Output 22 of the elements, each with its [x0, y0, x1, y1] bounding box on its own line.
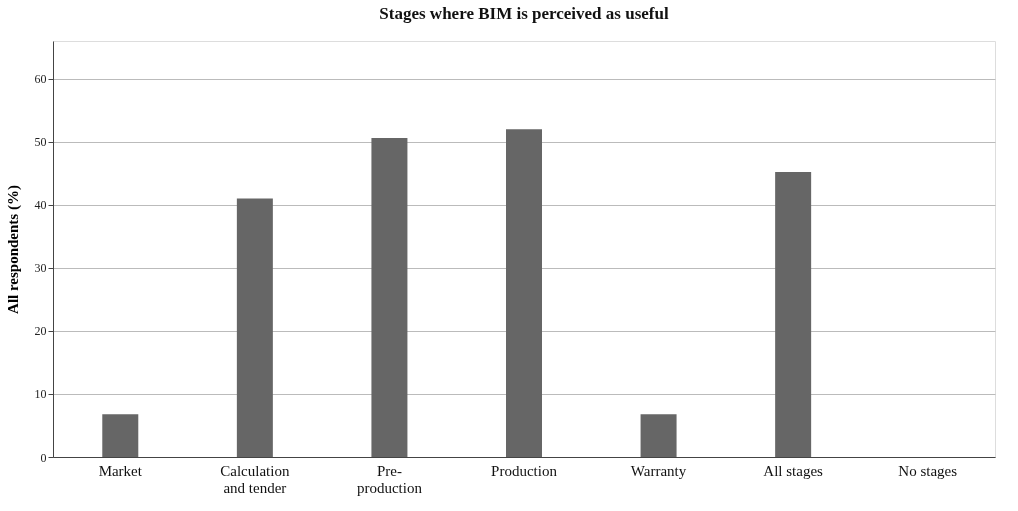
y-tick-label: 0	[40, 450, 47, 465]
chart-title: Stages where BIM is perceived as useful	[379, 4, 669, 23]
bar	[102, 414, 139, 457]
x-tick-label: Calculation and tender	[220, 462, 290, 496]
y-tick-label: 40	[34, 198, 47, 213]
x-tick-label: Production	[491, 462, 558, 479]
x-tick-label: No stages	[898, 462, 958, 479]
x-tick-label: Warranty	[630, 462, 687, 479]
y-tick-label: 10	[34, 387, 47, 402]
bar	[371, 138, 408, 457]
y-tick-label: 30	[34, 261, 47, 276]
y-tick-label: 50	[34, 135, 47, 150]
bar	[775, 172, 812, 457]
x-tick-label: All stages	[763, 462, 824, 479]
bar	[506, 129, 542, 457]
bar	[640, 414, 677, 457]
bar	[236, 198, 273, 457]
y-tick-label: 60	[34, 72, 47, 87]
x-tick-label: Market	[98, 462, 143, 479]
x-tick-label: Pre-production	[356, 462, 423, 496]
y-axis-title: All respondents (%)	[4, 185, 22, 314]
y-tick-label: 20	[34, 324, 47, 339]
